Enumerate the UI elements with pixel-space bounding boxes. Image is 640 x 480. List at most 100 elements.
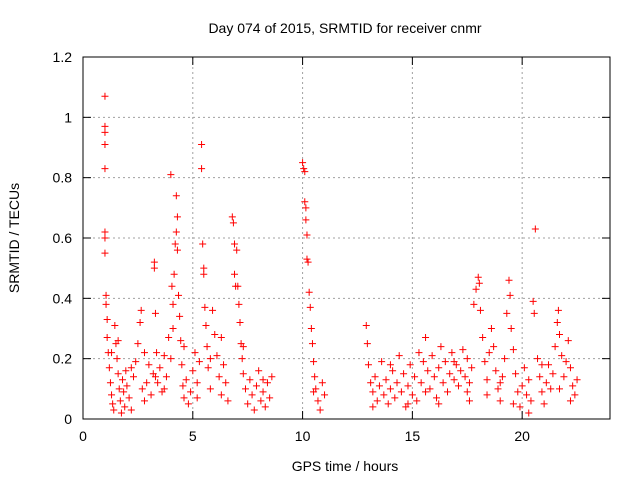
data-point — [386, 385, 394, 393]
data-point — [474, 273, 482, 281]
data-point — [496, 397, 504, 405]
data-point — [483, 376, 491, 384]
data-point — [321, 391, 329, 399]
data-point — [108, 349, 116, 357]
data-point — [363, 340, 371, 348]
data-point — [304, 258, 312, 266]
data-point — [201, 303, 209, 311]
data-point — [145, 361, 153, 369]
data-point — [308, 340, 316, 348]
data-point — [527, 397, 535, 405]
data-point — [101, 92, 109, 100]
data-point — [536, 373, 544, 381]
data-point — [498, 373, 506, 381]
data-point — [178, 361, 186, 369]
data-point — [132, 358, 140, 366]
data-point — [217, 334, 225, 342]
data-point — [172, 228, 180, 236]
data-point — [395, 352, 403, 360]
data-point — [446, 370, 454, 378]
x-tick-label: 5 — [189, 428, 197, 444]
data-point — [435, 400, 443, 408]
data-point — [108, 391, 116, 399]
data-point — [168, 282, 176, 290]
data-point — [380, 391, 388, 399]
data-point — [175, 291, 183, 299]
data-point — [555, 331, 563, 339]
data-point — [310, 388, 318, 396]
data-point — [101, 140, 109, 148]
data-point — [257, 397, 265, 405]
data-point — [311, 373, 319, 381]
data-point — [266, 394, 274, 402]
data-point — [391, 394, 399, 402]
data-point — [167, 355, 175, 363]
data-point — [209, 306, 217, 314]
data-point — [411, 373, 419, 381]
data-point — [523, 391, 531, 399]
data-point — [204, 364, 212, 372]
y-axis-label: SRMTID / TECUs — [6, 183, 22, 293]
data-point — [173, 246, 181, 254]
data-point — [299, 159, 307, 167]
data-point — [103, 315, 111, 323]
data-point — [386, 361, 394, 369]
data-point — [101, 165, 109, 173]
data-point — [127, 406, 135, 414]
data-point — [457, 367, 465, 375]
data-point — [514, 388, 522, 396]
x-axis-label: GPS time / hours — [292, 458, 399, 474]
data-point — [492, 367, 500, 375]
data-point — [117, 409, 125, 417]
data-point — [509, 400, 517, 408]
y-tick-label: 0.8 — [53, 170, 73, 186]
data-point — [151, 309, 159, 317]
data-point — [465, 397, 473, 405]
data-point — [143, 379, 151, 387]
data-point — [525, 376, 533, 384]
data-point — [540, 400, 548, 408]
y-tick-label: 0 — [64, 411, 72, 427]
data-point — [151, 373, 159, 381]
data-point — [501, 355, 509, 363]
data-point — [125, 394, 133, 402]
data-point — [106, 379, 114, 387]
data-point — [160, 352, 168, 360]
data-point — [545, 361, 553, 369]
data-point — [239, 343, 247, 351]
y-tick-label: 0.6 — [53, 230, 73, 246]
data-point — [231, 240, 239, 248]
data-point — [198, 165, 206, 173]
data-point — [171, 240, 179, 248]
data-point — [551, 343, 559, 351]
data-point — [393, 379, 401, 387]
data-point — [490, 343, 498, 351]
data-point — [246, 376, 254, 384]
data-point — [228, 213, 236, 221]
data-point — [369, 403, 377, 411]
data-point — [454, 382, 462, 390]
y-tick-label: 1 — [64, 109, 72, 125]
chart-title: Day 074 of 2015, SRMTID for receiver cnm… — [208, 20, 481, 36]
data-point — [213, 352, 221, 360]
data-point — [102, 291, 110, 299]
data-point — [236, 318, 244, 326]
data-point — [382, 376, 390, 384]
data-point — [369, 388, 377, 396]
y-tick-label: 0.4 — [53, 290, 73, 306]
data-point — [241, 385, 249, 393]
data-point — [569, 382, 577, 390]
data-point — [263, 379, 271, 387]
data-point — [140, 349, 148, 357]
data-point — [549, 370, 557, 378]
data-point — [378, 358, 386, 366]
data-point — [463, 355, 471, 363]
data-point — [408, 391, 416, 399]
data-point — [198, 140, 206, 148]
data-point — [404, 382, 412, 390]
data-point — [417, 379, 425, 387]
data-point — [518, 382, 526, 390]
data-point — [224, 397, 232, 405]
data-point — [444, 388, 452, 396]
